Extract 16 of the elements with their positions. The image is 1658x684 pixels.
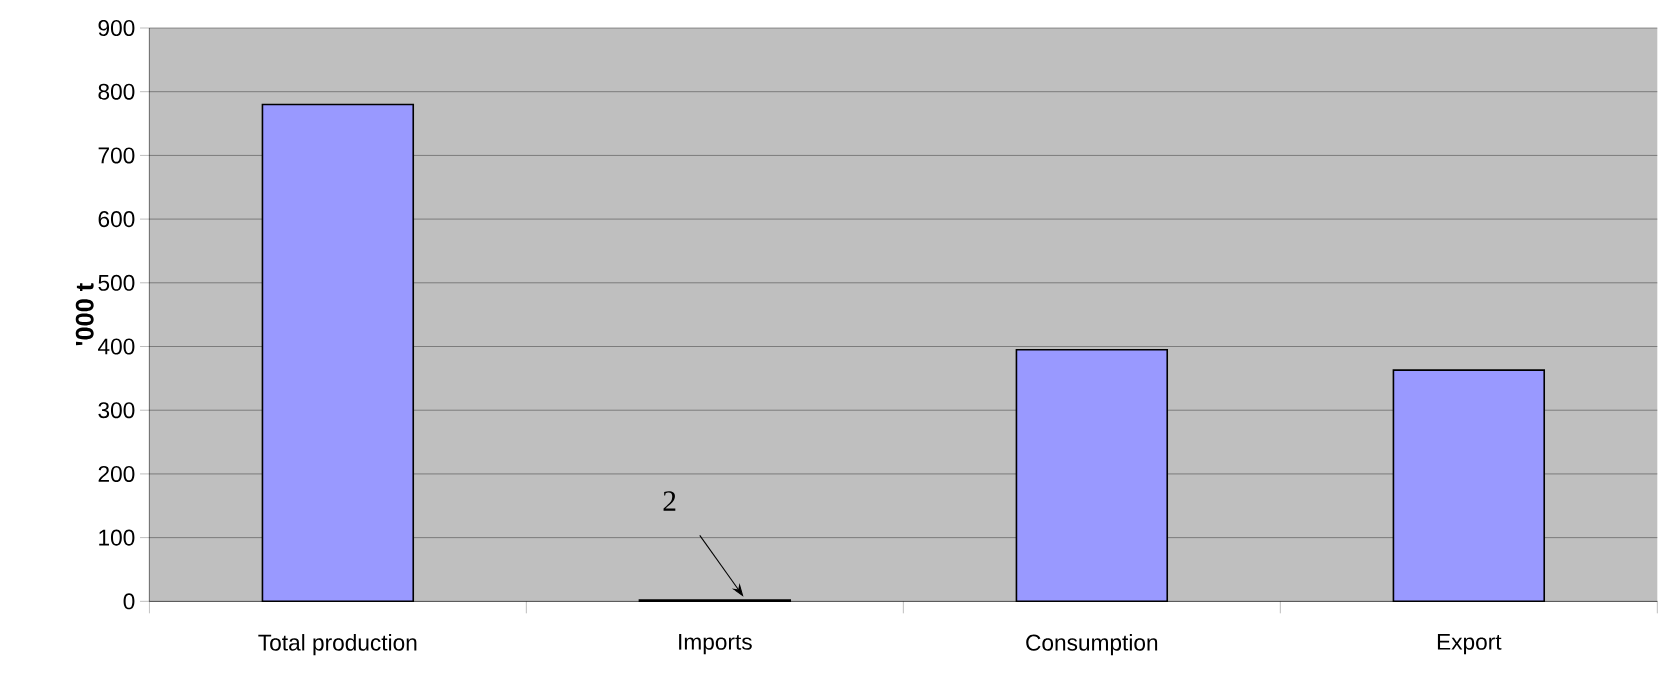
annotation: 2 bbox=[663, 491, 676, 511]
x-tick-label: Consumption bbox=[1026, 634, 1158, 656]
y-tick-label: 800 bbox=[98, 83, 135, 100]
x-tick-label: Export bbox=[1437, 634, 1502, 655]
x-tick-label: Total production bbox=[258, 634, 417, 656]
y-tick-label: 600 bbox=[98, 211, 135, 228]
y-tick-label: 0 bbox=[123, 593, 135, 610]
y-tick-label: 300 bbox=[98, 402, 135, 419]
x-tick-label: Imports bbox=[679, 634, 752, 655]
y-tick-label: 900 bbox=[98, 19, 135, 37]
y-tick-label: 100 bbox=[99, 529, 135, 546]
y-tick-label: 200 bbox=[98, 465, 135, 482]
y-axis-title: '000 t bbox=[75, 283, 94, 346]
y-tick-label: 400 bbox=[98, 338, 135, 355]
y-tick-label: 700 bbox=[98, 147, 135, 164]
y-tick-label: 500 bbox=[98, 274, 135, 291]
